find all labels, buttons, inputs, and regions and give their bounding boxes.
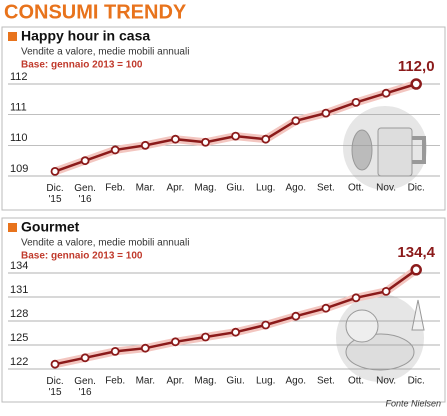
y-tick-label: 131 — [10, 284, 28, 296]
marker — [140, 343, 150, 353]
x-tick-label: Feb. — [105, 376, 125, 387]
y-tick-label: 112 — [10, 71, 28, 83]
y-tick-label: 134 — [10, 260, 28, 272]
marker — [80, 353, 90, 363]
x-tick-label: Apr. — [167, 376, 185, 387]
x-tick-label: Lug. — [256, 183, 275, 194]
marker — [351, 293, 361, 303]
title-square — [8, 32, 17, 41]
panel-border — [1, 26, 446, 211]
x-tick-label: Feb. — [105, 183, 125, 194]
y-tick-label: 128 — [10, 308, 28, 320]
value-label: 112,0 — [398, 58, 435, 75]
panel-border — [1, 217, 446, 403]
x-tick-label: Apr. — [167, 183, 185, 194]
marker — [50, 166, 60, 176]
marker — [261, 320, 271, 330]
x-tick-label: Dic. '15 — [46, 376, 63, 398]
x-tick-label: Gen. '16 — [74, 376, 96, 398]
marker — [351, 98, 361, 107]
marker — [381, 286, 391, 296]
y-tick-label: 125 — [10, 332, 28, 344]
chart-subtitle: Vendite a valore, medie mobili annuali — [21, 238, 189, 249]
x-tick-label: Ago. — [286, 376, 307, 387]
x-tick-label: Dic. — [408, 183, 425, 194]
marker — [170, 134, 180, 144]
x-tick-label: Dic. '15 — [46, 183, 63, 205]
marker — [110, 346, 120, 356]
x-tick-label: Nov. — [376, 183, 396, 194]
x-tick-label: Ago. — [286, 183, 307, 194]
x-tick-label: Mar. — [136, 183, 155, 194]
x-tick-label: Mar. — [136, 376, 155, 387]
y-tick-label: 110 — [10, 132, 28, 144]
x-tick-label: Set. — [317, 183, 335, 194]
page-title: CONSUMI TRENDY — [4, 1, 187, 23]
marker — [201, 137, 210, 147]
marker — [261, 134, 271, 144]
marker — [80, 156, 90, 166]
y-tick-label: 122 — [10, 356, 28, 368]
marker — [231, 327, 241, 337]
x-tick-label: Mag. — [194, 376, 216, 387]
marker — [410, 264, 422, 276]
marker — [110, 145, 120, 155]
x-tick-label: Set. — [317, 376, 335, 387]
marker — [170, 337, 180, 347]
marker — [321, 303, 331, 313]
x-tick-label: Nov. — [376, 376, 396, 387]
source: Fonte Nielsen — [385, 398, 441, 408]
chart-title: Gourmet — [21, 219, 80, 235]
chart-subtitle: Vendite a valore, medie mobili annuali — [21, 47, 189, 58]
x-tick-label: Dic. — [408, 376, 425, 387]
x-tick-label: Lug. — [256, 376, 275, 387]
x-tick-label: Gen. '16 — [74, 183, 96, 205]
marker — [381, 88, 391, 98]
marker — [201, 332, 210, 342]
x-tick-label: Mag. — [194, 183, 216, 194]
y-tick-label: 109 — [10, 163, 28, 175]
x-tick-label: Ott. — [348, 183, 364, 194]
marker — [410, 78, 422, 90]
x-tick-label: Giu. — [226, 183, 244, 194]
y-tick-label: 111 — [10, 102, 27, 114]
chart-title: Happy hour in casa — [21, 28, 150, 44]
marker — [291, 311, 301, 321]
title-square — [8, 223, 17, 232]
base-note: Base: gennaio 2013 = 100 — [21, 60, 143, 71]
icon-gourmet — [336, 294, 425, 382]
icon-beer — [343, 106, 427, 190]
value-label: 134,4 — [397, 244, 435, 261]
marker — [291, 116, 301, 126]
marker — [50, 359, 60, 369]
marker — [231, 131, 241, 141]
base-note: Base: gennaio 2013 = 100 — [21, 251, 143, 262]
x-tick-label: Ott. — [348, 376, 364, 387]
x-tick-label: Giu. — [226, 376, 244, 387]
marker — [321, 108, 331, 118]
marker — [140, 140, 150, 150]
